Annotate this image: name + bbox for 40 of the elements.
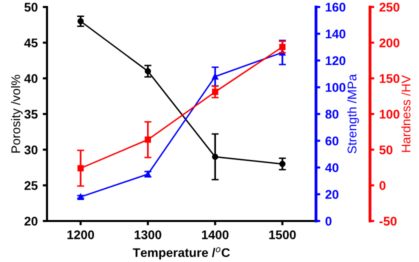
y3-tick-label: 100 [380,110,400,119]
x-tick-label: 1500 [269,230,296,240]
y3-tick-label: -50 [380,216,397,226]
point [212,88,218,96]
y2-tick-label: 0 [326,216,332,226]
point [279,44,286,50]
y2-tick-label: 160 [326,2,346,12]
y2-tick-label: 40 [325,163,338,172]
y-tick-label: 40 [24,74,38,83]
y2-tick-label: 140 [326,30,346,38]
y3-tick-label: 50 [379,145,392,154]
y3-tick-label: 150 [380,74,400,83]
y-axis-title: Porosity /vol% [11,74,23,153]
point [144,136,151,143]
y-tick-label: 45 [24,38,38,48]
y2-tick-label: 80 [325,110,338,119]
y2-axis-title: Strength /MPa [347,74,359,154]
point [212,73,218,80]
x-axis-title: Temperature /$^{o}$C [132,247,230,260]
y3-tick-label: 250 [379,2,400,12]
point [78,165,84,172]
y-tick-label: 35 [24,110,38,119]
x-tick-label: 1200 [68,230,94,240]
y2-tick-label: 120 [326,56,346,66]
point [279,160,286,168]
point [212,154,218,160]
x-tick-label: 1400 [202,230,229,240]
y-tick-label: 30 [24,145,38,154]
y2-tick-label: 60 [325,136,338,146]
y2-tick-label: 20 [325,190,338,199]
y2-tick-label: 100 [326,83,346,92]
y-tick-label: 50 [24,2,38,12]
x-tick-label: 1300 [134,230,162,240]
y3-tick-label: 0 [380,181,386,190]
y-tick-label: 25 [24,181,38,190]
point [78,18,84,24]
y3-axis-title: Hardness /HV [401,75,410,152]
point [144,68,151,74]
y-tick-label: 20 [24,216,38,226]
y3-tick-label: 200 [379,38,400,48]
